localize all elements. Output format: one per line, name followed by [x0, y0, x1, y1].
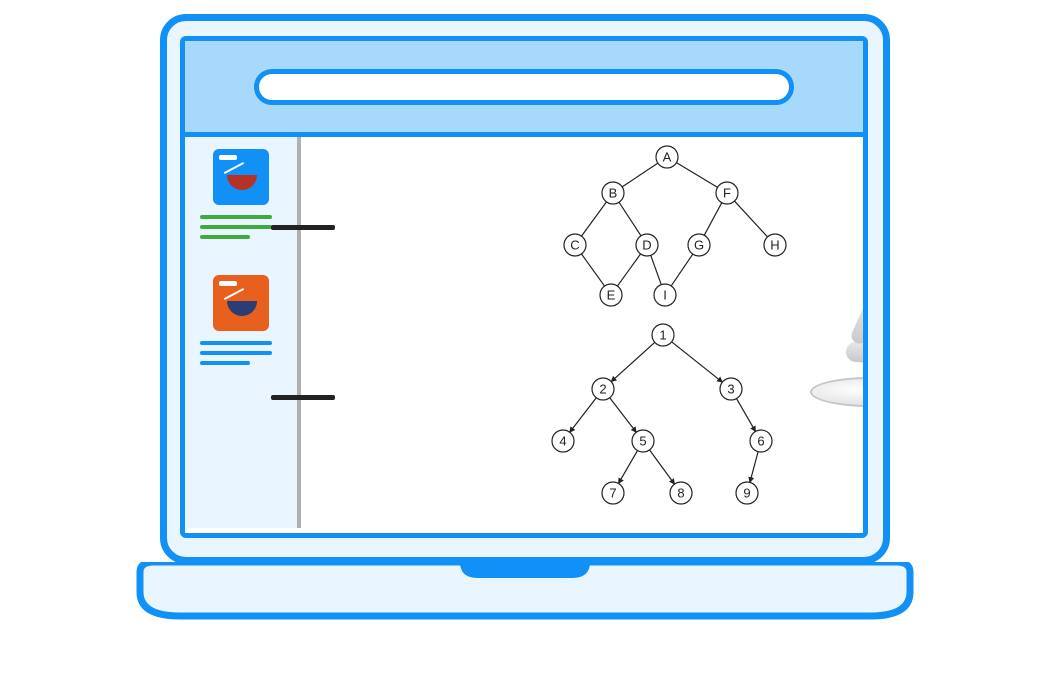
- browser-header: [185, 41, 863, 137]
- tree-node-label: F: [723, 186, 731, 201]
- tree-node-label: 4: [559, 434, 566, 449]
- tree-node-label: 8: [677, 486, 684, 501]
- sidebar-card-2[interactable]: [195, 275, 287, 365]
- tree-diagram-letters: A B F C D G H E I: [527, 137, 807, 317]
- tree-node-label: B: [609, 186, 618, 201]
- tree-edge: [734, 201, 767, 237]
- tree-edge: [651, 255, 662, 284]
- url-bar[interactable]: [254, 69, 794, 105]
- tree-edge: [672, 342, 723, 382]
- tape-measure-icon: [810, 377, 868, 407]
- tree-edge: [622, 163, 658, 187]
- tree-edge: [704, 203, 722, 236]
- laptop-base: [130, 562, 920, 626]
- tree-node-label: H: [770, 238, 779, 253]
- tree-node-label: G: [694, 238, 704, 253]
- tree-node-label: 3: [727, 382, 734, 397]
- tree-node-label: 9: [743, 486, 750, 501]
- sidebar: [185, 137, 297, 528]
- card-thumb-icon: [213, 149, 269, 205]
- tree-node-label: 5: [639, 434, 646, 449]
- tree-node-label: I: [663, 288, 667, 303]
- card-thumb-icon: [213, 275, 269, 331]
- tree-edge: [570, 398, 597, 433]
- card-text-lines: [200, 215, 282, 239]
- mannequin-figure: [802, 243, 868, 423]
- tree-edge: [619, 202, 641, 236]
- card-text-lines: [200, 341, 282, 365]
- tree-node-label: A: [663, 150, 672, 165]
- tree-edge: [581, 202, 606, 236]
- tree-edge: [617, 254, 640, 286]
- tree-node-label: D: [642, 238, 651, 253]
- browser-window: A B F C D G H E I 1 2 3 4 5 6 7 8 9: [180, 36, 868, 538]
- tree-node-label: E: [607, 288, 616, 303]
- tree-node-label: 2: [599, 382, 606, 397]
- laptop-illustration: A B F C D G H E I 1 2 3 4 5 6 7 8 9: [130, 14, 920, 654]
- tree-edge: [581, 254, 604, 286]
- tree-edge: [649, 450, 674, 484]
- tree-edge: [618, 451, 637, 484]
- tree-diagram-numbers: 1 2 3 4 5 6 7 8 9: [533, 317, 803, 517]
- tree-node-label: C: [570, 238, 579, 253]
- tree-node-label: 6: [757, 434, 764, 449]
- risk-illustration: RISK: [802, 193, 868, 433]
- tree-edge: [610, 398, 637, 433]
- tree-edge: [611, 342, 655, 381]
- tree-node-label: 1: [659, 328, 666, 343]
- tree-edge: [676, 163, 717, 188]
- tree-edge: [750, 452, 758, 483]
- tree-edge: [736, 399, 755, 432]
- tree-edge: [671, 254, 693, 286]
- tree-node-label: 7: [609, 486, 616, 501]
- content-area: A B F C D G H E I 1 2 3 4 5 6 7 8 9: [185, 137, 863, 528]
- main-panel: A B F C D G H E I 1 2 3 4 5 6 7 8 9: [297, 137, 863, 528]
